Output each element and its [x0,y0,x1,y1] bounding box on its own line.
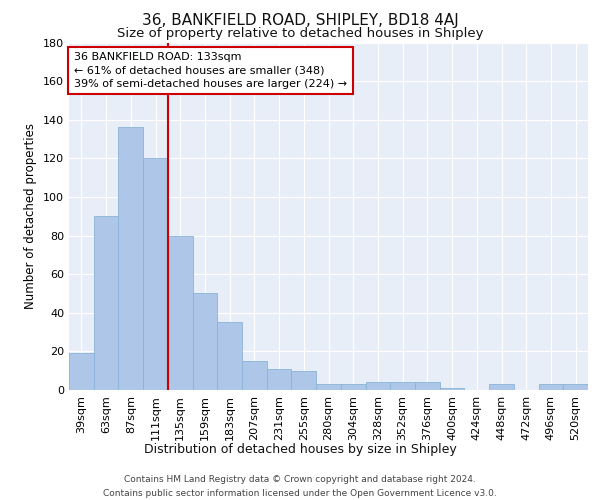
Bar [390,382,415,390]
Text: Size of property relative to detached houses in Shipley: Size of property relative to detached ho… [117,28,483,40]
Bar [118,128,143,390]
Bar [94,216,118,390]
Bar [563,384,588,390]
Text: Contains HM Land Registry data © Crown copyright and database right 2024.
Contai: Contains HM Land Registry data © Crown c… [103,476,497,498]
Bar [143,158,168,390]
Bar [341,384,365,390]
Text: Distribution of detached houses by size in Shipley: Distribution of detached houses by size … [143,442,457,456]
Bar [242,361,267,390]
Bar [365,382,390,390]
Bar [292,370,316,390]
Bar [69,354,94,390]
Text: 36, BANKFIELD ROAD, SHIPLEY, BD18 4AJ: 36, BANKFIELD ROAD, SHIPLEY, BD18 4AJ [142,12,458,28]
Bar [415,382,440,390]
Bar [539,384,563,390]
Text: 36 BANKFIELD ROAD: 133sqm
← 61% of detached houses are smaller (348)
39% of semi: 36 BANKFIELD ROAD: 133sqm ← 61% of detac… [74,52,347,88]
Bar [316,384,341,390]
Bar [217,322,242,390]
Y-axis label: Number of detached properties: Number of detached properties [25,123,37,309]
Bar [193,294,217,390]
Bar [489,384,514,390]
Bar [440,388,464,390]
Bar [267,369,292,390]
Bar [168,236,193,390]
